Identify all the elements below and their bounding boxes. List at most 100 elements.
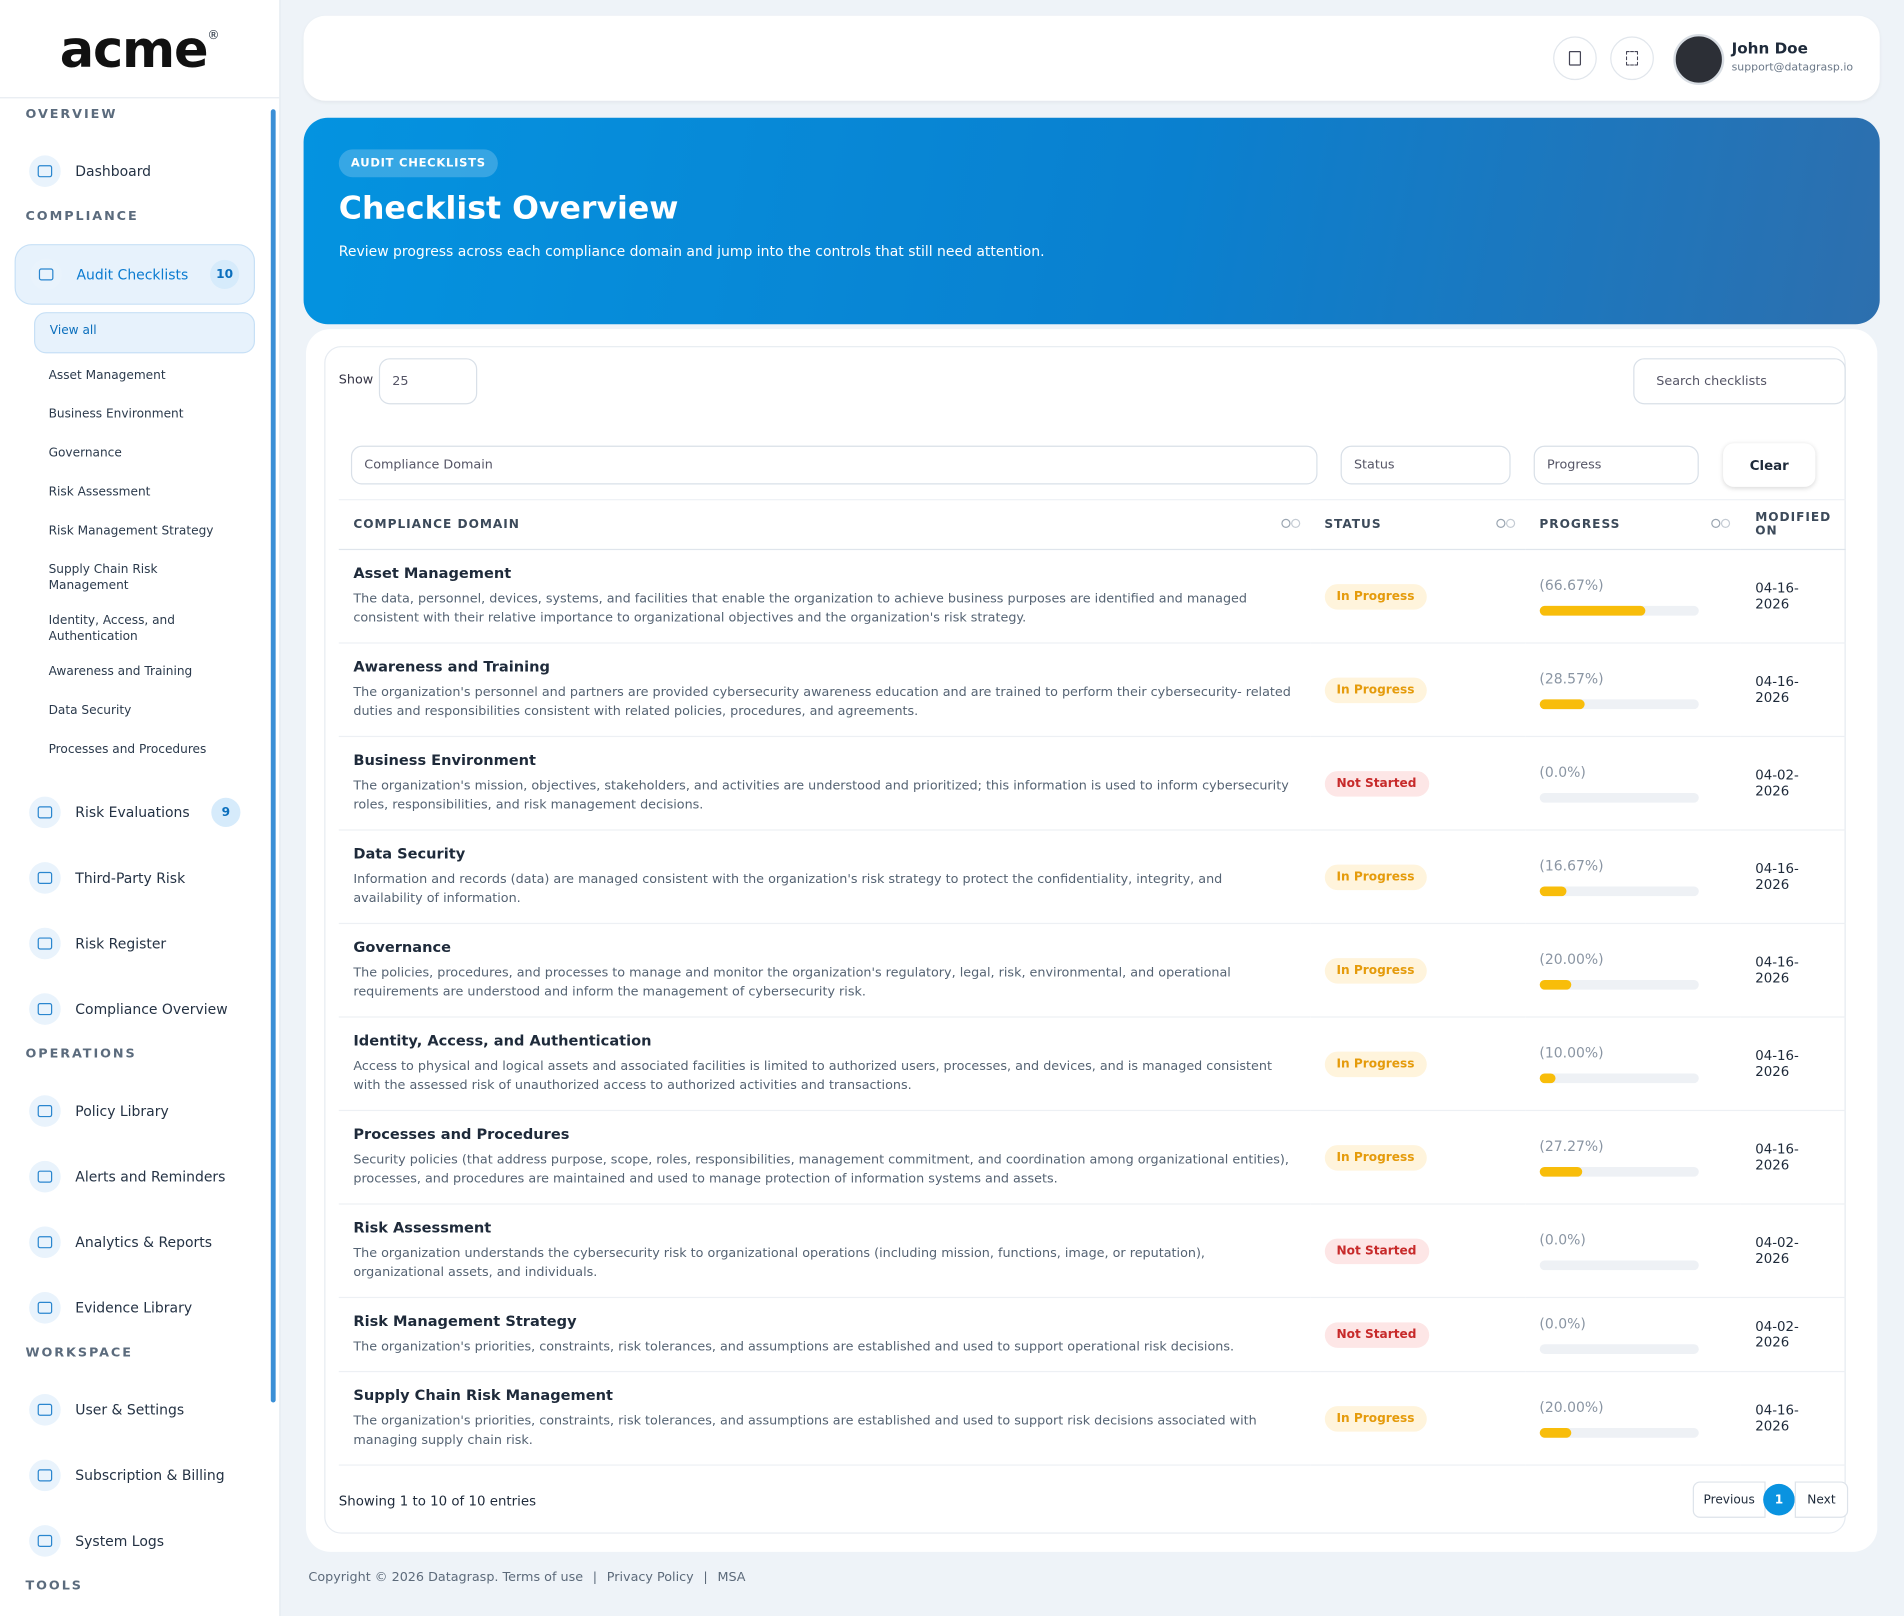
column-header[interactable]: PROGRESS — [1524, 499, 1741, 551]
sub-nav-item[interactable]: Awareness and Training — [48, 665, 193, 679]
table-row[interactable]: Awareness and Training The organization's… — [338, 642, 1846, 738]
nav-item[interactable]: Third-Party Risk — [15, 849, 255, 907]
domain-cell: Business Environment The organization's m… — [338, 736, 1310, 831]
domain-name: Supply Chain Risk Management — [353, 1386, 613, 1404]
domain-description: The policies, procedures, and processes … — [353, 965, 1231, 1000]
separator: | — [703, 1570, 708, 1585]
nav-item[interactable]: Subscription & Billing — [15, 1446, 255, 1504]
sub-nav-item[interactable]: Supply Chain Risk Management — [48, 563, 158, 593]
table-row[interactable]: Supply Chain Risk Management The organiza… — [338, 1371, 1846, 1466]
progress-cell: (20.00%) — [1524, 1371, 1741, 1466]
card: Show 25 Search checklists Compliance Dom… — [306, 329, 1878, 1552]
column-header[interactable]: STATUS — [1309, 499, 1525, 551]
progress-track — [1539, 886, 1699, 897]
logo[interactable]: acme ® — [0, 0, 280, 99]
status-cell: In Progress — [1309, 1110, 1525, 1205]
sub-nav-item[interactable]: Data Security — [48, 704, 132, 718]
sub-nav-item[interactable]: Asset Management — [48, 369, 166, 383]
progress-label: (0.0%) — [1539, 1315, 1586, 1333]
nav-item[interactable]: Analytics & Reports — [15, 1213, 255, 1271]
nav-item[interactable]: Evidence Library — [15, 1279, 255, 1337]
search[interactable]: Search checklists — [1633, 358, 1846, 405]
progress-label: (28.57%) — [1539, 670, 1604, 688]
filter[interactable]: Status — [1340, 445, 1511, 485]
progress-track — [1539, 1260, 1699, 1271]
domain-description: The organization's personnel and partner… — [353, 684, 1291, 719]
sub-nav-item[interactable]: Business Environment — [48, 408, 184, 422]
sub-nav-item[interactable]: Risk Management Strategy — [48, 524, 214, 538]
table-row[interactable]: Asset Management The data, personnel, dev… — [338, 549, 1846, 644]
modified-date: 04-16-2026 — [1740, 1371, 1846, 1466]
page-button[interactable]: 1 — [1763, 1483, 1795, 1516]
nav-label: User & Settings — [75, 1401, 185, 1419]
status-cell: Not Started — [1309, 1203, 1525, 1299]
clear-button[interactable]: Clear — [1723, 443, 1815, 487]
notes-button[interactable] — [1553, 36, 1597, 81]
sub-nav-item[interactable]: Identity, Access, and Authentication — [48, 614, 175, 644]
footer-link[interactable]: MSA — [717, 1570, 746, 1585]
progress-label: (20.00%) — [1539, 950, 1604, 968]
domain-description: The organization's priorities, constrain… — [353, 1339, 1235, 1354]
table-row[interactable]: Processes and Procedures Security policie… — [338, 1110, 1846, 1205]
nav-item[interactable]: Audit Checklists 10 — [14, 244, 256, 305]
nav-item[interactable]: Risk Register — [15, 914, 255, 972]
sub-nav-item[interactable]: Governance — [48, 446, 122, 461]
status-badge: In Progress — [1324, 1405, 1427, 1432]
domain-description: The organization understands the cyberse… — [353, 1245, 1205, 1280]
nav-icon — [29, 993, 61, 1025]
filter[interactable]: Compliance Domain — [350, 445, 1318, 485]
sub-nav: View all Asset Management Business Environ… — [34, 312, 256, 771]
progress-cell: (20.00%) — [1524, 923, 1741, 1018]
nav-icon — [29, 1160, 61, 1193]
avatar[interactable] — [1673, 34, 1725, 86]
sub-nav-item[interactable]: Processes and Procedures — [48, 743, 207, 757]
nav-item[interactable]: Alerts and Reminders — [15, 1148, 255, 1206]
domain-name: Risk Management Strategy — [353, 1312, 577, 1330]
filter[interactable]: Progress — [1533, 445, 1699, 485]
table-row[interactable]: Governance The policies, procedures, and … — [338, 923, 1846, 1018]
status-cell: In Progress — [1309, 642, 1525, 738]
table-row[interactable]: Risk Management Strategy The organization… — [338, 1297, 1846, 1373]
nav-item[interactable]: Risk Evaluations 9 — [15, 783, 255, 841]
page-size[interactable]: 25 — [378, 358, 478, 405]
nav-icon — [30, 258, 62, 291]
sub-nav-item[interactable]: Risk Assessment — [48, 485, 151, 500]
section-title: COMPLIANCE — [25, 208, 139, 224]
modified-date: 04-16-2026 — [1740, 1016, 1846, 1112]
status-cell: In Progress — [1309, 923, 1525, 1018]
footer-link[interactable]: Privacy Policy — [606, 1570, 694, 1585]
table-row[interactable]: Risk Assessment The organization understa… — [338, 1203, 1846, 1299]
previous-button[interactable]: Previous — [1692, 1481, 1766, 1518]
progress-cell: (10.00%) — [1524, 1016, 1741, 1112]
domain-name: Risk Assessment — [353, 1219, 492, 1237]
footer-link[interactable]: Terms of use — [502, 1570, 584, 1585]
modified-date: 04-16-2026 — [1740, 829, 1846, 925]
brand-mark: ® — [207, 28, 220, 42]
table-row[interactable]: Business Environment The organization's m… — [338, 736, 1846, 831]
domain-name: Identity, Access, and Authentication — [353, 1032, 652, 1050]
domain-name: Asset Management — [353, 564, 512, 582]
progress-track — [1539, 1344, 1699, 1354]
scrollbar — [270, 109, 276, 1403]
sub-nav-item[interactable]: View all — [34, 312, 256, 354]
hero: AUDIT CHECKLISTS Checklist Overview Revi… — [303, 117, 1880, 325]
table-row[interactable]: Data Security Information and records (da… — [338, 829, 1846, 925]
section-title: OVERVIEW — [25, 106, 118, 122]
progress-label: (27.27%) — [1539, 1137, 1604, 1155]
domain-name: Business Environment — [353, 751, 536, 769]
nav-item[interactable]: Policy Library — [15, 1082, 255, 1140]
modified-date: 04-16-2026 — [1740, 642, 1846, 738]
next-button[interactable]: Next — [1794, 1481, 1849, 1518]
nav-item[interactable]: Compliance Overview — [15, 980, 255, 1038]
column-header[interactable]: COMPLIANCE DOMAIN — [338, 499, 1310, 551]
fullscreen-button[interactable] — [1610, 36, 1654, 81]
table-row[interactable]: Identity, Access, and Authentication Acce… — [338, 1016, 1846, 1112]
nav-icon — [29, 927, 61, 960]
nav-item[interactable]: User & Settings — [15, 1381, 255, 1439]
column-header[interactable]: MODIFIED ON — [1740, 499, 1846, 551]
nav-item[interactable]: System Logs — [15, 1512, 255, 1570]
nav-item[interactable]: Dashboard — [15, 142, 255, 200]
status-cell: In Progress — [1309, 829, 1525, 925]
